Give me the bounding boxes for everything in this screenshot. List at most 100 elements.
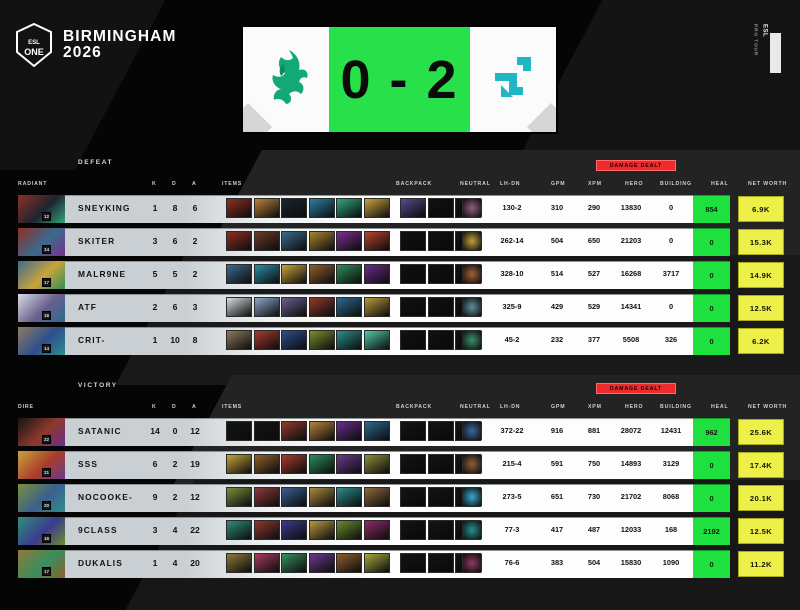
player-name[interactable]: 9CLASS xyxy=(78,525,118,535)
backpack-slot[interactable] xyxy=(427,520,454,540)
item-slot[interactable] xyxy=(281,520,307,540)
player-name[interactable]: CRIT- xyxy=(78,335,106,345)
neutral-item-slot[interactable] xyxy=(462,487,482,507)
item-slot[interactable] xyxy=(226,520,252,540)
neutral-item-slot[interactable] xyxy=(462,454,482,474)
item-slot[interactable] xyxy=(253,520,280,540)
item-slot[interactable] xyxy=(281,330,307,350)
item-slot[interactable] xyxy=(226,487,252,507)
item-slot[interactable] xyxy=(281,487,307,507)
item-slot[interactable] xyxy=(308,297,335,317)
backpack-slot[interactable] xyxy=(427,553,454,573)
item-slot[interactable] xyxy=(281,454,307,474)
backpack-slot[interactable] xyxy=(427,231,454,251)
player-name[interactable]: DUKALIS xyxy=(78,558,123,568)
item-slot[interactable] xyxy=(308,421,335,441)
item-slot[interactable] xyxy=(281,198,307,218)
player-name[interactable]: SKITER xyxy=(78,236,116,246)
hero-portrait[interactable] xyxy=(18,195,65,223)
item-slot[interactable] xyxy=(253,264,280,284)
player-name[interactable]: ATF xyxy=(78,302,97,312)
item-slot[interactable] xyxy=(308,231,335,251)
table-row[interactable]: 12 SNEYKING 1 8 6 130-2 310 290 13830 0 854 6.9K xyxy=(0,193,800,226)
backpack-slot[interactable] xyxy=(400,198,426,218)
neutral-item-slot[interactable] xyxy=(462,330,482,350)
item-slot[interactable] xyxy=(253,198,280,218)
table-row[interactable]: 16 ATF 2 6 3 325-9 429 529 14341 0 0 12.5K xyxy=(0,292,800,325)
item-slot[interactable] xyxy=(308,330,335,350)
table-row[interactable]: 21 SSS 6 2 19 215-4 591 750 14893 3129 0 17.4K xyxy=(0,449,800,482)
hero-portrait[interactable] xyxy=(18,418,65,446)
hero-portrait[interactable] xyxy=(18,261,65,289)
neutral-item-slot[interactable] xyxy=(462,553,482,573)
item-slot[interactable] xyxy=(363,520,390,540)
item-slot[interactable] xyxy=(253,231,280,251)
table-row[interactable]: 16 9CLASS 3 4 22 77-3 417 487 12033 168 2192 12.5K xyxy=(0,515,800,548)
item-slot[interactable] xyxy=(308,487,335,507)
player-name[interactable]: SNEYKING xyxy=(78,203,131,213)
item-slot[interactable] xyxy=(281,297,307,317)
table-row[interactable]: 20 NOCOOKE- 9 2 12 273-5 651 730 21702 8068 0 20.1K xyxy=(0,482,800,515)
item-slot[interactable] xyxy=(308,520,335,540)
item-slot[interactable] xyxy=(336,520,362,540)
item-slot[interactable] xyxy=(336,231,362,251)
player-name[interactable]: NOCOOKE- xyxy=(78,492,133,502)
item-slot[interactable] xyxy=(363,421,390,441)
item-slot[interactable] xyxy=(336,264,362,284)
neutral-item-slot[interactable] xyxy=(462,297,482,317)
item-slot[interactable] xyxy=(308,553,335,573)
backpack-slot[interactable] xyxy=(400,264,426,284)
neutral-item-slot[interactable] xyxy=(462,231,482,251)
item-slot[interactable] xyxy=(308,454,335,474)
item-slot[interactable] xyxy=(363,264,390,284)
table-row[interactable]: 17 DUKALIS 1 4 20 76-6 383 504 15830 1090 0 11.2K xyxy=(0,548,800,581)
item-slot[interactable] xyxy=(308,198,335,218)
item-slot[interactable] xyxy=(336,553,362,573)
item-slot[interactable] xyxy=(226,553,252,573)
neutral-item-slot[interactable] xyxy=(462,520,482,540)
backpack-slot[interactable] xyxy=(400,330,426,350)
item-slot[interactable] xyxy=(363,487,390,507)
damage-dealt-button[interactable]: DAMAGE DEALT xyxy=(596,160,676,171)
item-slot[interactable] xyxy=(336,421,362,441)
table-row[interactable]: 17 MALR9NE 5 5 2 328-10 514 527 16268 3717 0 14.9K xyxy=(0,259,800,292)
item-slot[interactable] xyxy=(226,421,252,441)
item-slot[interactable] xyxy=(281,421,307,441)
item-slot[interactable] xyxy=(308,264,335,284)
backpack-slot[interactable] xyxy=(427,487,454,507)
backpack-slot[interactable] xyxy=(400,553,426,573)
backpack-slot[interactable] xyxy=(427,421,454,441)
player-name[interactable]: SATANIC xyxy=(78,426,122,436)
hero-portrait[interactable] xyxy=(18,294,65,322)
item-slot[interactable] xyxy=(363,297,390,317)
item-slot[interactable] xyxy=(253,297,280,317)
player-name[interactable]: SSS xyxy=(78,459,99,469)
backpack-slot[interactable] xyxy=(400,421,426,441)
hero-portrait[interactable] xyxy=(18,550,65,578)
backpack-slot[interactable] xyxy=(427,297,454,317)
hero-portrait[interactable] xyxy=(18,451,65,479)
item-slot[interactable] xyxy=(336,330,362,350)
item-slot[interactable] xyxy=(226,454,252,474)
player-name[interactable]: MALR9NE xyxy=(78,269,127,279)
hero-portrait[interactable] xyxy=(18,484,65,512)
damage-dealt-button[interactable]: DAMAGE DEALT xyxy=(596,383,676,394)
item-slot[interactable] xyxy=(253,421,280,441)
table-row[interactable]: 14 SKITER 3 6 2 262-14 504 650 21203 0 0 15.3K xyxy=(0,226,800,259)
item-slot[interactable] xyxy=(226,330,252,350)
backpack-slot[interactable] xyxy=(427,264,454,284)
item-slot[interactable] xyxy=(226,297,252,317)
item-slot[interactable] xyxy=(363,454,390,474)
item-slot[interactable] xyxy=(363,553,390,573)
item-slot[interactable] xyxy=(253,487,280,507)
backpack-slot[interactable] xyxy=(400,231,426,251)
item-slot[interactable] xyxy=(281,553,307,573)
item-slot[interactable] xyxy=(363,198,390,218)
item-slot[interactable] xyxy=(253,553,280,573)
item-slot[interactable] xyxy=(281,264,307,284)
item-slot[interactable] xyxy=(253,330,280,350)
neutral-item-slot[interactable] xyxy=(462,421,482,441)
item-slot[interactable] xyxy=(363,330,390,350)
neutral-item-slot[interactable] xyxy=(462,198,482,218)
item-slot[interactable] xyxy=(336,198,362,218)
